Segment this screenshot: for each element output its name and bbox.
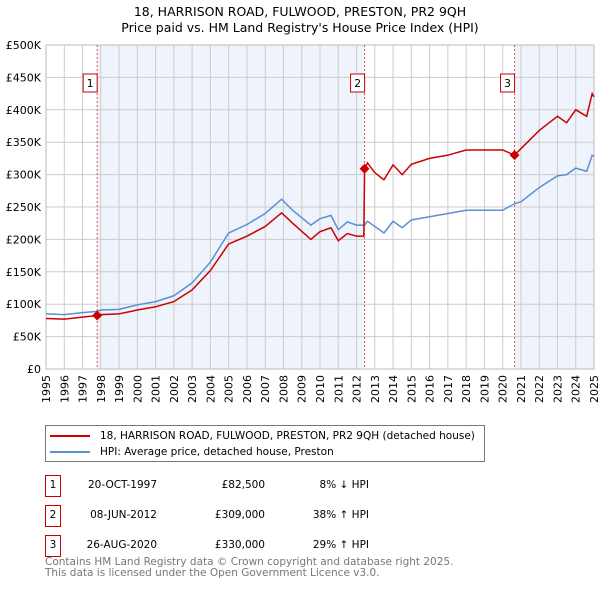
legend-item-hpi: HPI: Average price, detached house, Pres… [50,444,334,460]
chart-subtitle: Price paid vs. HM Land Registry's House … [121,20,479,35]
sale-date: 26-AUG-2020 [86,539,157,551]
x-tick-label: 2001 [150,375,163,403]
plot-area: 1995 1996 1997 1998 1999 2000 2001 2002 2003 2004… [6,39,600,403]
y-tick-label: £350K [6,136,42,149]
x-tick-label: 2013 [369,375,382,403]
plot-border [45,44,595,370]
x-tick-label: 2012 [351,375,364,403]
chart-title: 18, HARRISON ROAD, FULWOOD, PRESTON, PR2… [133,4,467,19]
sale-number: 3 [45,535,61,557]
y-tick-label: £400K [6,104,42,117]
x-tick-label: 2016 [424,375,437,403]
sale-row: 3 26-AUG-2020 £330,000 29% ↑ HPI [45,535,465,557]
x-tick-label: 2010 [314,375,327,403]
x-tick-label: 2011 [332,375,345,403]
y-tick-label: £450K [6,71,42,84]
legend-swatch-blue [50,451,90,453]
x-tick-label: 2006 [241,375,254,403]
x-tick-label: 1997 [77,375,90,403]
x-tick-label: 2000 [131,375,144,403]
x-tick-label: 1996 [58,375,71,403]
y-tick-label: £150K [6,266,42,279]
x-tick-label: 2020 [497,375,510,403]
y-tick-label: £0 [27,363,41,376]
y-tick-label: £100K [6,298,42,311]
legend-label: 18, HARRISON ROAD, FULWOOD, PRESTON, PR2… [100,430,475,442]
sale-date: 20-OCT-1997 [88,479,157,491]
y-tick-label: £500K [6,39,42,52]
x-tick-label: 1998 [95,375,108,403]
sale-price: £82,500 [221,479,265,491]
x-tick-label: 2005 [223,375,236,403]
legend-swatch-red [50,435,90,437]
footer-line-1: Contains HM Land Registry data © Crown c… [45,556,454,568]
x-tick-label: 2019 [478,375,491,403]
y-tick-label: £300K [6,169,42,182]
legend-item-property: 18, HARRISON ROAD, FULWOOD, PRESTON, PR2… [50,428,475,444]
x-tick-label: 2009 [296,375,309,403]
sale-label: 3 [504,77,511,90]
x-tick-label: 1995 [40,375,53,403]
x-tick-label: 2003 [186,375,199,403]
sale-point [359,163,370,174]
sale-hpi-diff: 29% ↑ HPI [312,539,369,551]
sale-row: 2 08-JUN-2012 £309,000 38% ↑ HPI [45,505,465,527]
series-line [45,153,595,316]
x-tick-label: 2017 [442,375,455,403]
series-line [45,91,595,320]
y-tick-label: £250K [6,201,42,214]
sale-number: 1 [45,475,61,497]
sale-point [92,310,103,321]
x-tick-label: 2014 [387,375,400,403]
x-tick-label: 2004 [204,375,217,403]
x-tick-label: 2023 [551,375,564,403]
legend-label: HPI: Average price, detached house, Pres… [100,446,334,458]
sale-hpi-diff: 8% ↓ HPI [319,479,369,491]
x-tick-label: 1999 [113,375,126,403]
sale-hpi-diff: 38% ↑ HPI [312,509,369,521]
footer-line-2: This data is licensed under the Open Gov… [45,567,380,579]
sale-label: 1 [87,77,94,90]
y-tick-label: £50K [13,331,42,344]
sale-label-box [350,73,366,93]
x-tick-label: 2024 [570,375,583,403]
sale-date: 08-JUN-2012 [90,509,157,521]
x-tick-label: 2025 [588,375,600,403]
x-tick-label: 2018 [460,375,473,403]
sale-label-box [82,73,98,93]
y-tick-label: £200K [6,233,42,246]
sale-number: 2 [45,505,61,527]
sale-price: £309,000 [214,509,265,521]
sale-row: 1 20-OCT-1997 £82,500 8% ↓ HPI [45,475,465,497]
x-tick-label: 2015 [405,375,418,403]
sale-label-box [500,73,516,93]
x-tick-label: 2008 [277,375,290,403]
x-tick-label: 2021 [515,375,528,403]
sale-label: 2 [354,77,361,90]
x-tick-label: 2007 [259,375,272,403]
x-tick-label: 2022 [533,375,546,403]
sale-price: £330,000 [214,539,265,551]
sale-point [509,150,520,161]
legend: 18, HARRISON ROAD, FULWOOD, PRESTON, PR2… [45,425,485,462]
x-tick-label: 2002 [168,375,181,403]
